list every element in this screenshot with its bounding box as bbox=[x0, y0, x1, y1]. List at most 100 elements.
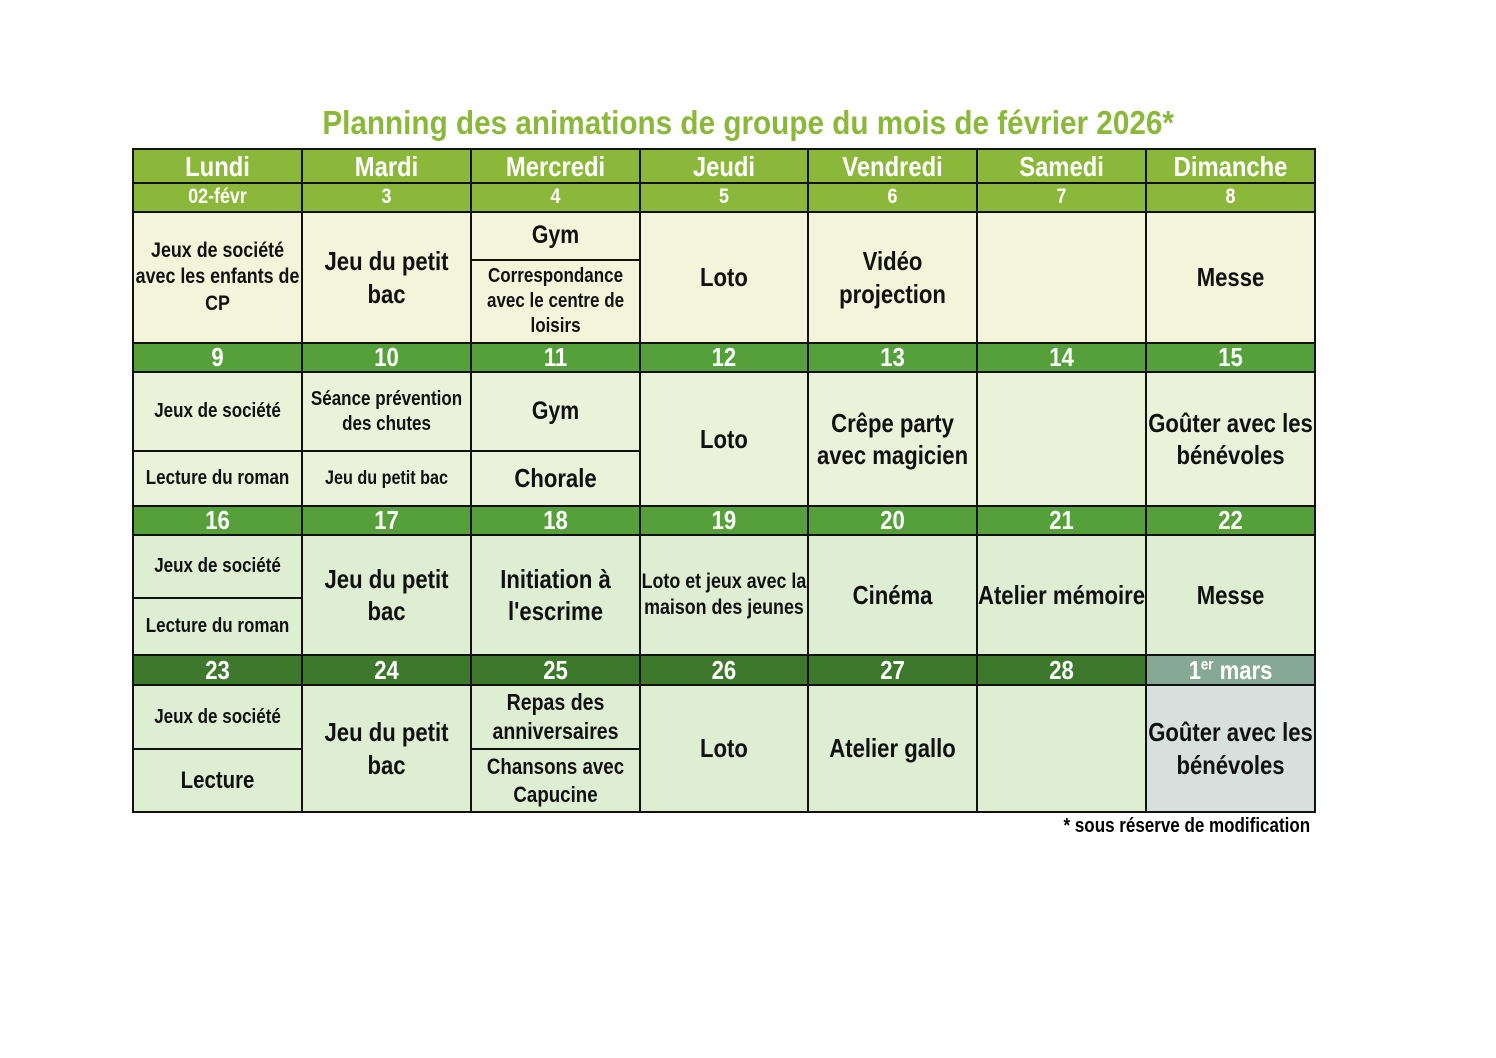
activity-cell-text: Cinéma bbox=[852, 579, 933, 610]
date-cell-text: 7 bbox=[1056, 185, 1067, 209]
date-cell: 23 bbox=[134, 656, 301, 684]
date-cell-text: 11 bbox=[543, 344, 568, 371]
date-cell: 16 bbox=[134, 507, 301, 534]
date-cell: 9 bbox=[134, 344, 301, 371]
date-cell-text: 5 bbox=[719, 185, 729, 209]
date-cell: 25 bbox=[472, 656, 639, 684]
date-cell: 19 bbox=[641, 507, 807, 534]
activity-cell: Jeu du petit bac bbox=[303, 213, 470, 342]
date-cell-text: 17 bbox=[374, 507, 399, 534]
day-header-lundi-text: Lundi bbox=[185, 150, 250, 182]
activity-cell-text: Atelier mémoire bbox=[978, 579, 1145, 610]
date-cell: 17 bbox=[303, 507, 470, 534]
activity-cell: Chansons avec Capucine bbox=[472, 750, 639, 811]
date-cell: 1er mars bbox=[1147, 656, 1314, 684]
activity-cell: Messe bbox=[1147, 213, 1314, 342]
date-cell-text: 9 bbox=[211, 344, 224, 371]
activity-cell: Loto et jeux avec la maison des jeunes bbox=[641, 536, 807, 654]
date-superscript: er bbox=[1200, 656, 1214, 674]
activity-cell: Jeux de société avec les enfants de CP bbox=[134, 213, 301, 342]
day-header-dimanche-text: Dimanche bbox=[1173, 150, 1288, 182]
activity-cell: Lecture du roman bbox=[134, 599, 301, 654]
day-header-vendredi-text: Vendredi bbox=[842, 150, 943, 182]
date-cell-text: 15 bbox=[1218, 344, 1243, 371]
date-cell-text: 23 bbox=[205, 656, 230, 684]
date-cell: 20 bbox=[809, 507, 976, 534]
date-cell-text: 26 bbox=[711, 656, 737, 684]
activity-cell-text: Goûter avec les bénévoles bbox=[1148, 407, 1313, 471]
activity-cell: Loto bbox=[641, 373, 807, 505]
date-cell: 13 bbox=[809, 344, 976, 371]
activity-cell: Messe bbox=[1147, 536, 1314, 654]
activity-cell: Vidéo projection bbox=[809, 213, 976, 342]
activity-cell: Goûter avec les bénévoles bbox=[1147, 373, 1314, 505]
day-header-jeudi-text: Jeudi bbox=[692, 150, 756, 182]
date-cell: 10 bbox=[303, 344, 470, 371]
date-cell: 02-févr bbox=[134, 184, 301, 211]
activity-cell-text: Goûter avec les bénévoles bbox=[1148, 717, 1313, 780]
activity-cell-text: Vidéo projection bbox=[839, 246, 946, 309]
date-cell: 12 bbox=[641, 344, 807, 371]
empty-cell bbox=[978, 213, 1145, 342]
day-header-lundi: Lundi bbox=[134, 150, 301, 182]
date-cell-text: 25 bbox=[543, 656, 568, 684]
activity-cell-text: Atelier gallo bbox=[829, 733, 956, 764]
activity-cell-text: Jeu du petit bac bbox=[324, 563, 449, 627]
date-cell: 4 bbox=[472, 184, 639, 211]
day-header-mardi-text: Mardi bbox=[354, 150, 419, 182]
date-cell: 5 bbox=[641, 184, 807, 211]
date-cell: 21 bbox=[978, 507, 1145, 534]
date-cell: 24 bbox=[303, 656, 470, 684]
activity-cell-text: Correspondance avec le centre de loisirs bbox=[486, 265, 625, 337]
activity-cell: Jeu du petit bac bbox=[303, 536, 470, 654]
activity-cell-text: Loto bbox=[700, 423, 748, 454]
activity-cell: Séance prévention des chutes bbox=[303, 373, 470, 450]
activity-cell-text: Lecture du roman bbox=[145, 467, 290, 489]
activity-cell: Jeux de société bbox=[134, 686, 301, 748]
activity-cell-text: Loto et jeux avec la maison des jeunes bbox=[641, 569, 807, 619]
activity-cell: Cinéma bbox=[809, 536, 976, 654]
date-cell: 8 bbox=[1147, 184, 1314, 211]
date-cell-text: 18 bbox=[543, 507, 568, 534]
date-cell-text: 24 bbox=[374, 656, 399, 684]
day-header-mardi: Mardi bbox=[303, 150, 470, 182]
activity-cell: Chorale bbox=[472, 452, 639, 505]
day-header-dimanche: Dimanche bbox=[1147, 150, 1314, 182]
activity-cell: Jeux de société bbox=[134, 373, 301, 450]
activity-cell: Jeu du petit bac bbox=[303, 686, 470, 811]
date-cell-text: 16 bbox=[205, 507, 230, 534]
activity-cell-text: Repas des anniversaires bbox=[492, 689, 619, 744]
activity-cell-text: Jeu du petit bac bbox=[324, 717, 449, 780]
activity-cell: Lecture bbox=[134, 750, 301, 811]
activity-cell: Initiation à l'escrime bbox=[472, 536, 639, 654]
activity-cell-text: Jeu du petit bac bbox=[325, 467, 448, 489]
date-cell-text: 20 bbox=[880, 507, 905, 534]
empty-cell bbox=[978, 686, 1145, 811]
footnote: * sous réserve de modification bbox=[1063, 815, 1310, 837]
date-cell: 11 bbox=[472, 344, 639, 371]
date-cell: 15 bbox=[1147, 344, 1314, 371]
activity-cell: Lecture du roman bbox=[134, 452, 301, 505]
activity-cell-text: Jeux de société bbox=[154, 705, 281, 728]
date-cell-text: 19 bbox=[711, 507, 737, 534]
activity-cell-text: Gym bbox=[531, 221, 580, 250]
day-header-jeudi: Jeudi bbox=[641, 150, 807, 182]
date-cell: 7 bbox=[978, 184, 1145, 211]
activity-cell-text: Crêpe party avec magicien bbox=[816, 407, 969, 471]
date-cell-text: 12 bbox=[711, 344, 737, 371]
date-cell-text: 22 bbox=[1218, 507, 1243, 534]
date-cell-text: 1er mars bbox=[1188, 656, 1273, 684]
day-header-mercredi-text: Mercredi bbox=[505, 150, 606, 182]
activity-cell-text: Lecture bbox=[180, 766, 255, 794]
activity-cell-text: Loto bbox=[700, 733, 748, 764]
day-header-samedi-text: Samedi bbox=[1019, 150, 1104, 182]
activity-cell-text: Initiation à l'escrime bbox=[500, 563, 611, 627]
date-cell: 14 bbox=[978, 344, 1145, 371]
date-cell: 6 bbox=[809, 184, 976, 211]
date-cell: 26 bbox=[641, 656, 807, 684]
activity-cell-text: Gym bbox=[531, 396, 580, 425]
activity-cell-text: Séance prévention des chutes bbox=[310, 387, 463, 435]
activity-cell: Goûter avec les bénévoles bbox=[1147, 686, 1314, 811]
date-cell: 22 bbox=[1147, 507, 1314, 534]
activity-cell-text: Messe bbox=[1196, 579, 1265, 610]
